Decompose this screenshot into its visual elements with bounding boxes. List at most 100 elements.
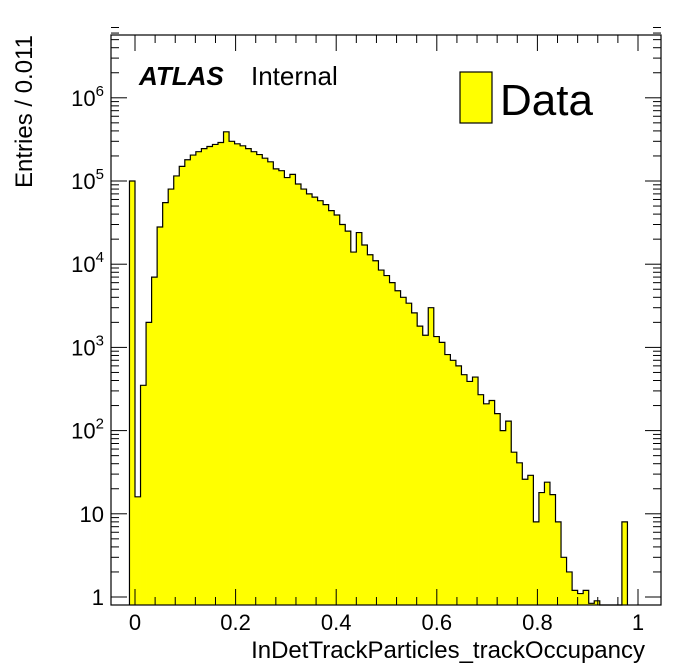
histogram-bar xyxy=(190,155,197,605)
x-tick-labels: 0 0.2 0.4 0.6 0.8 1 xyxy=(129,610,644,635)
y-axis-title: Entries / 0.011 xyxy=(11,35,38,188)
histogram-bar xyxy=(146,322,152,605)
histogram-bar xyxy=(278,170,285,605)
x-tick-label: 0.6 xyxy=(422,610,453,635)
histogram-bar xyxy=(400,297,407,605)
histogram-bar xyxy=(588,603,595,605)
histogram-bar xyxy=(549,494,556,605)
atlas-status: Internal xyxy=(251,61,338,91)
histogram-bar xyxy=(395,290,401,605)
histogram-bar xyxy=(511,452,518,605)
histogram-bar xyxy=(621,521,628,605)
legend-label: Data xyxy=(500,76,593,125)
histogram-bar xyxy=(245,148,252,605)
y-tick-label: 10 xyxy=(80,502,104,527)
histogram-bar xyxy=(262,158,269,605)
histogram-bar xyxy=(306,193,313,605)
histogram-bar xyxy=(566,571,573,605)
x-tick-label: 0.8 xyxy=(522,610,553,635)
histogram-bar xyxy=(317,200,324,605)
histogram-bar xyxy=(444,354,451,605)
histogram-bar xyxy=(478,394,484,605)
histogram-bar xyxy=(256,154,263,606)
x-axis-title: InDetTrackParticles_trackOccupancy xyxy=(251,637,645,664)
y-tick-label: 103 xyxy=(71,332,104,360)
y-tick-label: 105 xyxy=(71,166,104,194)
histogram-bar xyxy=(372,260,379,605)
histogram-bar xyxy=(527,475,534,605)
histogram-bar xyxy=(472,377,479,605)
y-tick-label: 1 xyxy=(92,585,104,610)
histogram-bar xyxy=(406,303,413,605)
histogram-bar xyxy=(295,184,302,605)
histogram-bar xyxy=(583,590,590,605)
atlas-label: ATLAS xyxy=(138,61,224,91)
histogram-bar xyxy=(212,144,219,606)
histogram-bar xyxy=(162,202,169,606)
histogram-bar xyxy=(289,174,296,606)
histogram-bar xyxy=(157,226,164,605)
histogram-bar xyxy=(500,430,507,605)
legend-swatch xyxy=(459,71,493,124)
histogram-bar xyxy=(184,159,191,605)
histogram-bar xyxy=(201,148,208,605)
histogram-bar xyxy=(345,231,352,606)
histogram-bar xyxy=(140,385,147,605)
histogram-bar xyxy=(361,245,368,605)
histogram-bar xyxy=(389,282,396,605)
histogram-bar xyxy=(417,326,424,605)
histogram-bar xyxy=(350,252,357,605)
histogram-bar xyxy=(195,151,202,605)
y-tick-label: 106 xyxy=(71,83,104,111)
histogram-bar xyxy=(439,342,446,605)
histogram-bar xyxy=(505,421,512,605)
histogram-bar xyxy=(168,189,175,605)
histogram-bar xyxy=(378,270,385,605)
histogram-bar xyxy=(544,482,551,605)
histogram-bar xyxy=(428,307,435,605)
histogram-bar xyxy=(206,146,213,605)
histogram-bar xyxy=(267,161,274,605)
histogram-bar xyxy=(422,335,429,605)
histogram-bar xyxy=(433,336,440,605)
histogram-bar xyxy=(367,254,374,605)
histogram-bar xyxy=(251,151,258,605)
histogram-bar xyxy=(356,232,363,606)
histogram-bar xyxy=(516,462,523,605)
histogram-bar xyxy=(455,365,462,605)
histogram-bar xyxy=(151,277,158,605)
histogram-bar xyxy=(312,197,318,605)
histogram-bar xyxy=(522,479,529,605)
histogram-outline xyxy=(128,131,629,606)
histogram-bar xyxy=(411,312,418,605)
histogram-bar xyxy=(494,413,501,605)
histogram-bar xyxy=(217,142,224,605)
histogram-bar xyxy=(577,593,584,605)
histogram-bar xyxy=(300,189,307,605)
histogram-bars xyxy=(129,131,628,606)
x-tick-label: 1 xyxy=(632,610,644,635)
histogram-bar xyxy=(538,492,545,605)
histogram-bar xyxy=(135,496,141,605)
x-tick-label: 0.4 xyxy=(321,610,352,635)
y-tick-label: 104 xyxy=(71,249,104,277)
histogram-bar xyxy=(273,168,280,605)
x-tick-label: 0 xyxy=(129,610,141,635)
x-tick-label: 0.2 xyxy=(220,610,251,635)
histogram-bar xyxy=(284,177,291,605)
histogram-bar xyxy=(594,600,601,605)
axis-ticks xyxy=(111,26,661,605)
histogram-bar xyxy=(229,141,235,605)
histogram-bar xyxy=(179,166,186,605)
histogram-bar xyxy=(483,403,490,605)
histogram-bar xyxy=(561,557,567,605)
histogram-bar xyxy=(450,360,457,605)
histogram-bar xyxy=(533,521,540,605)
histogram-bar xyxy=(572,590,579,605)
histogram-bar xyxy=(461,374,468,605)
y-tick-label: 102 xyxy=(71,416,104,444)
plot-frame xyxy=(110,34,662,606)
histogram-bar xyxy=(383,275,390,605)
histogram-bar xyxy=(173,175,180,605)
